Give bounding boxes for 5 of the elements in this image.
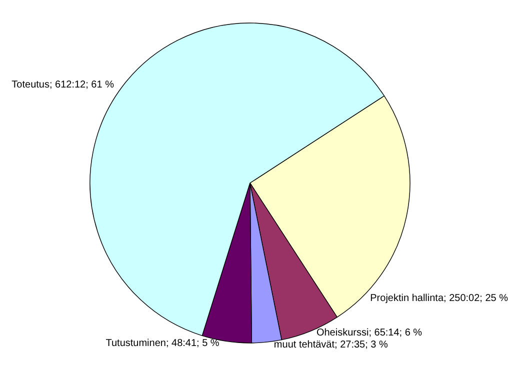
slice-label: Projektin hallinta; 250:02; 25 % [370,293,508,304]
slice-label: Toteutus; 612:12; 61 % [12,80,114,91]
slice-label: Tutustuminen; 48:41; 5 % [106,338,220,349]
slice-label: Oheiskurssi; 65:14; 6 % [316,327,422,338]
slice-label: muut tehtävät; 27:35; 3 % [274,339,388,350]
